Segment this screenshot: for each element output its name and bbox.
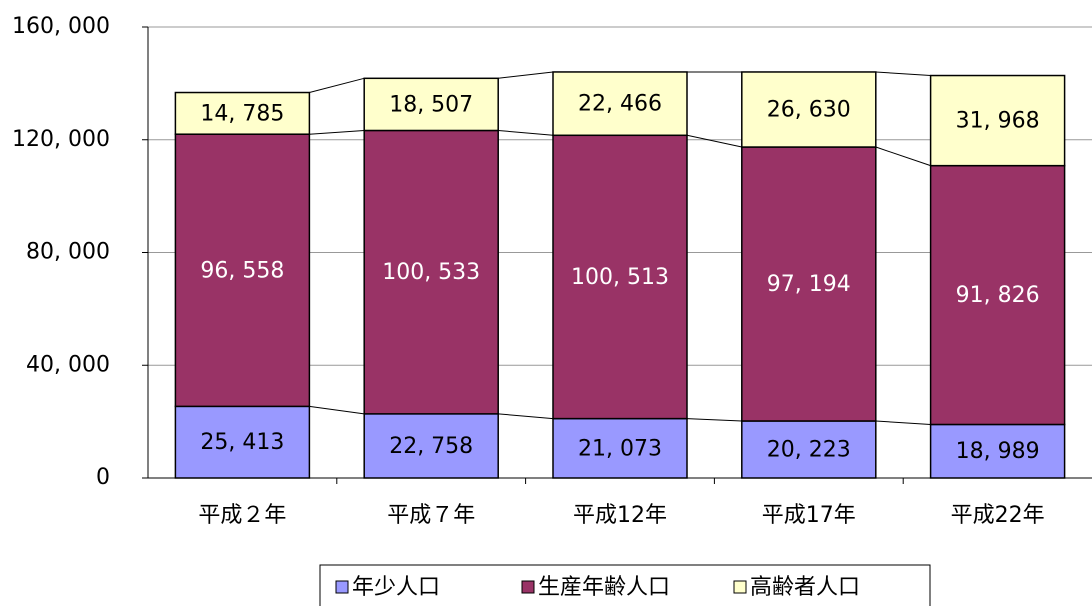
value-label: 25, 413: [200, 430, 284, 455]
value-label: 21, 073: [578, 436, 662, 461]
value-label: 100, 533: [382, 260, 480, 285]
y-tick-label: 0: [96, 465, 110, 490]
value-label: 96, 558: [200, 258, 284, 283]
value-label: 22, 758: [389, 434, 473, 459]
y-tick-label: 120, 000: [12, 127, 110, 152]
bar-segment: [363, 129, 499, 415]
value-label: 26, 630: [767, 97, 851, 122]
bar-segment: [363, 77, 499, 132]
series-line: [309, 129, 365, 135]
x-tick-label: 平成17年: [762, 503, 856, 528]
value-label: 14, 785: [200, 101, 284, 126]
series-line: [875, 420, 931, 425]
legend-label: 年少人口: [352, 575, 440, 600]
bar-segment: [741, 420, 877, 479]
bar-segment: [552, 417, 688, 479]
legend-label: 生産年齢人口: [538, 575, 670, 600]
series-line: [498, 129, 554, 136]
series-line: [498, 413, 554, 420]
legend-swatch: [521, 580, 535, 594]
bar-segment: [174, 133, 311, 408]
series-line: [686, 418, 742, 422]
value-label: 18, 989: [956, 439, 1040, 464]
value-label: 18, 507: [389, 92, 473, 117]
bar-segment: [174, 91, 311, 135]
value-label: 20, 223: [767, 437, 851, 462]
legend-label: 高齢者人口: [750, 575, 860, 600]
series-line: [686, 134, 742, 148]
bar-segment: [552, 134, 688, 420]
bar-segment: [363, 413, 499, 479]
value-label: 91, 826: [956, 283, 1040, 308]
series-line: [875, 146, 931, 167]
series-line: [498, 71, 554, 79]
series-line: [309, 405, 365, 415]
x-tick-label: 平成12年: [573, 503, 667, 528]
bar-segment: [741, 71, 877, 148]
legend-swatch: [335, 580, 349, 594]
y-tick-label: 40, 000: [26, 352, 110, 377]
bar-segment: [174, 405, 311, 479]
value-label: 100, 513: [571, 265, 669, 290]
series-line: [309, 77, 365, 94]
y-tick-label: 80, 000: [26, 240, 110, 265]
bar-segment: [929, 423, 1066, 479]
series-line: [875, 71, 931, 77]
bar-segment: [741, 146, 877, 422]
y-tick-label: 160, 000: [12, 14, 110, 39]
x-tick-label: 平成７年: [387, 503, 475, 528]
legend-box: [319, 564, 931, 606]
legend-swatch: [733, 580, 747, 594]
bar-segment: [929, 164, 1066, 426]
x-tick-label: 平成22年: [951, 503, 1045, 528]
bar-segment: [929, 74, 1066, 167]
x-tick-label: 平成２年: [198, 503, 286, 528]
value-label: 97, 194: [767, 272, 851, 297]
value-label: 31, 968: [956, 109, 1040, 134]
bar-segment: [552, 71, 688, 137]
value-label: 22, 466: [578, 92, 662, 117]
